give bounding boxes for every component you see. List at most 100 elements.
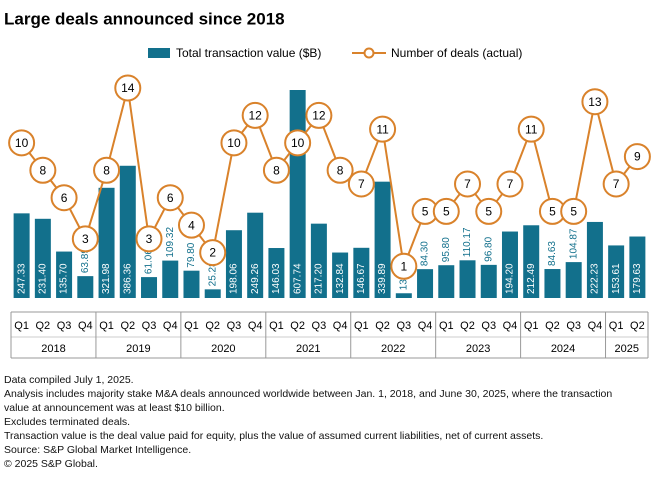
deal-marker xyxy=(199,239,227,267)
note: Excludes terminated deals. xyxy=(4,416,131,428)
bar xyxy=(523,225,540,298)
bar-value-label: 212.49 xyxy=(526,263,537,294)
bar xyxy=(204,289,221,298)
x-tick-label: Q4 xyxy=(163,320,178,332)
bar xyxy=(247,212,264,298)
x-tick-label: Q1 xyxy=(184,320,199,332)
bar-value-label: 222.23 xyxy=(590,263,601,294)
deal-marker xyxy=(496,170,524,198)
x-tick-label: Q4 xyxy=(248,320,263,332)
group-label: 2021 xyxy=(296,343,320,355)
bar xyxy=(501,231,518,298)
bar xyxy=(310,223,327,298)
legend-marker xyxy=(363,47,375,59)
deal-label: 2 xyxy=(209,246,216,260)
bar-value-label: 84.63 xyxy=(547,241,558,266)
bar xyxy=(119,165,136,298)
deal-marker xyxy=(262,156,290,184)
deal-label: 5 xyxy=(570,205,577,219)
x-tick-label: Q3 xyxy=(57,320,72,332)
note: Data compiled July 1, 2025. xyxy=(4,374,134,386)
bar-value-label: 104.87 xyxy=(568,228,579,259)
bar xyxy=(162,260,179,298)
bar xyxy=(13,213,30,298)
bar-value-label: 249.26 xyxy=(250,263,261,294)
group-label: 2018 xyxy=(41,343,65,355)
x-tick-label: Q2 xyxy=(36,320,51,332)
bar xyxy=(480,264,497,298)
bar-value-label: 194.20 xyxy=(505,263,516,294)
bar xyxy=(459,260,476,298)
deal-marker xyxy=(475,197,503,225)
bar-value-label: 61.06 xyxy=(144,249,155,274)
group-label: 2023 xyxy=(466,343,490,355)
x-tick-label: Q4 xyxy=(503,320,518,332)
x-tick-label: Q4 xyxy=(588,320,603,332)
deal-label: 5 xyxy=(422,205,429,219)
x-tick-label: Q2 xyxy=(290,320,305,332)
deal-label: 6 xyxy=(61,191,68,205)
deal-label: 8 xyxy=(337,163,344,177)
deal-label: 7 xyxy=(507,177,514,191)
bar-value-label: 247.33 xyxy=(16,263,27,294)
deal-marker xyxy=(517,115,545,143)
x-tick-label: Q3 xyxy=(396,320,411,332)
deal-label: 5 xyxy=(549,205,556,219)
bar xyxy=(608,245,625,298)
x-tick-label: Q1 xyxy=(269,320,284,332)
bar-value-label: 109.32 xyxy=(165,227,176,258)
x-tick-label: Q3 xyxy=(142,320,157,332)
deal-label: 7 xyxy=(358,177,365,191)
deal-marker xyxy=(93,156,121,184)
bar xyxy=(565,262,582,298)
deal-marker xyxy=(390,252,418,280)
bar-value-label: 84.30 xyxy=(420,241,431,266)
bar xyxy=(417,269,434,298)
x-tick-label: Q2 xyxy=(375,320,390,332)
x-tick-label: Q2 xyxy=(205,320,220,332)
deal-marker xyxy=(623,143,651,171)
deal-label: 11 xyxy=(376,122,389,136)
bar-value-label: 217.20 xyxy=(314,263,325,294)
x-tick-label: Q1 xyxy=(609,320,624,332)
deals-line xyxy=(20,87,639,271)
chart-title: Large deals announced since 2018 xyxy=(4,9,285,28)
bar xyxy=(98,187,115,298)
bar xyxy=(438,265,455,298)
deal-label: 7 xyxy=(613,177,620,191)
bar-value-label: 231.40 xyxy=(37,263,48,294)
bar xyxy=(268,248,285,298)
bar-value-label: 146.03 xyxy=(271,263,282,294)
bar xyxy=(34,218,51,298)
note: © 2025 S&P Global. xyxy=(4,458,98,470)
deal-marker xyxy=(581,88,609,116)
group-label: 2019 xyxy=(126,343,150,355)
deal-marker xyxy=(114,74,142,102)
bar-value-label: 321.98 xyxy=(101,263,112,294)
deal-label: 9 xyxy=(634,150,641,164)
deal-label: 6 xyxy=(167,191,174,205)
deal-marker xyxy=(177,211,205,239)
bar-value-label: 79.80 xyxy=(186,242,197,267)
x-tick-label: Q1 xyxy=(524,320,539,332)
bar xyxy=(353,247,370,298)
chart: Large deals announced since 2018 Total t… xyxy=(4,9,651,359)
deal-marker xyxy=(220,129,248,157)
deal-marker xyxy=(29,156,57,184)
deal-marker xyxy=(71,225,99,253)
deal-label: 3 xyxy=(146,232,153,246)
note: Source: S&P Global Market Intelligence. xyxy=(4,444,192,456)
bar xyxy=(332,252,349,298)
deal-marker xyxy=(156,184,184,212)
legend-label: Number of deals (actual) xyxy=(391,46,522,60)
deal-label: 8 xyxy=(273,163,280,177)
x-tick-label: Q1 xyxy=(99,320,114,332)
note: Transaction value is the deal value paid… xyxy=(4,430,544,442)
deal-label: 10 xyxy=(15,136,29,150)
x-tick-label: Q4 xyxy=(333,320,348,332)
bar xyxy=(225,230,242,298)
bar-value-label: 25.28 xyxy=(207,261,218,286)
deal-marker xyxy=(284,129,312,157)
deal-marker xyxy=(602,170,630,198)
